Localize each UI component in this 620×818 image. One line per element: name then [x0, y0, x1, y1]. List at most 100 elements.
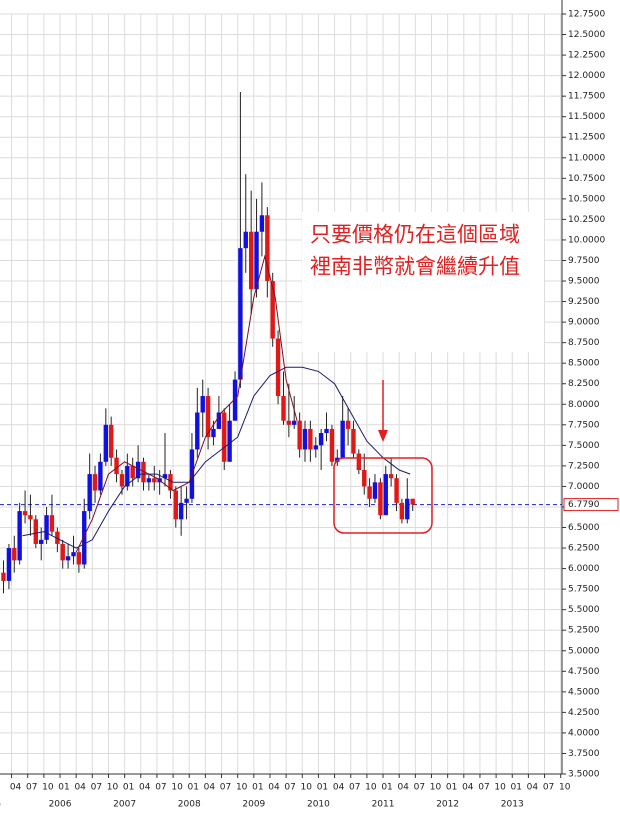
candle-body [28, 515, 33, 520]
candle-body [152, 478, 157, 483]
candle-body [92, 474, 98, 491]
candle-body [324, 428, 329, 434]
candle-body [49, 515, 55, 532]
y-tick-label: 9.0000 [568, 318, 600, 328]
candle-body [103, 424, 109, 462]
y-tick-label: 5.7500 [568, 585, 600, 595]
y-tick-label: 10.7500 [568, 174, 605, 184]
moving-average [75, 254, 298, 553]
candle-body [405, 498, 410, 520]
x-tick-label: 01 [511, 783, 522, 793]
candle-body [345, 420, 351, 429]
candle-body [55, 531, 60, 544]
y-tick-label: 9.2500 [568, 297, 600, 307]
candle-body [281, 396, 286, 421]
x-tick-label: 04 [397, 783, 409, 793]
candle-body [125, 465, 130, 487]
candle-body [372, 482, 378, 499]
x-tick-label: 07 [155, 783, 166, 793]
x-tick-label: 07 [478, 783, 489, 793]
candle-body [216, 412, 222, 429]
y-tick-label: 10.5000 [568, 194, 605, 204]
x-tick-label: 07 [543, 783, 554, 793]
candle-body [98, 461, 103, 491]
candle-body [270, 281, 275, 339]
candle-body [173, 490, 178, 520]
candle-body [313, 445, 318, 450]
candle-body [60, 543, 65, 561]
y-tick-label: 11.7500 [568, 92, 605, 102]
y-tick-label: 7.7500 [568, 420, 600, 430]
candle-body [44, 515, 49, 540]
current-price-box [563, 498, 619, 512]
current-price-label: 6.7790 [568, 500, 600, 510]
y-tick-label: 6.2500 [568, 544, 600, 554]
x-tick-label: 04 [139, 783, 151, 793]
candle-body [318, 433, 324, 446]
candle-body [292, 420, 297, 425]
year-label: 2011 [372, 800, 395, 810]
candle-body [65, 556, 71, 561]
year-label: 2006 [49, 800, 72, 810]
y-tick-label: 4.0000 [568, 728, 600, 738]
y-tick-label: 10.0000 [568, 235, 605, 245]
x-tick-label: 04 [204, 783, 216, 793]
x-tick-label: 10 [494, 783, 506, 793]
x-tick-label: 07 [349, 783, 360, 793]
candle-body [265, 215, 270, 282]
candle-body [383, 474, 388, 516]
candle-body [33, 519, 38, 544]
y-tick-label: 5.0000 [568, 646, 600, 656]
arrow-head [378, 430, 388, 442]
x-tick-label: 10 [559, 783, 571, 793]
candle-body [340, 420, 345, 458]
candle-body [146, 478, 152, 483]
candle-body [12, 548, 17, 561]
candle-body [394, 478, 399, 503]
x-tick-label: 04 [333, 783, 345, 793]
candle-body [130, 465, 135, 479]
x-tick-label: 01 [123, 783, 134, 793]
candle-body [162, 474, 168, 479]
y-tick-label: 7.0000 [568, 482, 600, 492]
x-tick-label: 04 [268, 783, 280, 793]
year-label: 2012 [436, 800, 459, 810]
candle-body [302, 428, 308, 450]
x-tick-label: 10 [430, 783, 442, 793]
candle-body [6, 548, 12, 581]
candle-body [367, 486, 372, 499]
x-tick-label: 01 [188, 783, 199, 793]
y-tick-label: 12.2500 [568, 51, 605, 61]
candle-body [248, 231, 254, 290]
candle-body [108, 424, 114, 458]
y-tick-label: 4.7500 [568, 667, 600, 677]
year-label: 2010 [307, 800, 330, 810]
y-tick-label: 9.5000 [568, 277, 600, 287]
candle-body [238, 248, 243, 380]
x-tick-label: 04 [527, 783, 539, 793]
y-tick-label: 8.2500 [568, 379, 600, 389]
annotation: 裡南非幣就會繼續升值 [310, 256, 520, 279]
candle-body [308, 428, 313, 450]
y-tick-label: 7.2500 [568, 461, 600, 471]
candle-body [168, 474, 173, 491]
y-tick-label: 11.5000 [568, 112, 605, 122]
candle-body [82, 511, 87, 565]
candle-body [114, 457, 119, 475]
candle-body [71, 552, 76, 557]
x-tick-label: 07 [284, 783, 295, 793]
candle-body [200, 396, 205, 413]
x-tick-label: 01 [58, 783, 69, 793]
highlight-box [333, 457, 433, 534]
candle-body [222, 412, 227, 462]
candle-body [275, 338, 281, 397]
candle-body [39, 539, 44, 544]
y-tick-label: 12.7500 [568, 10, 605, 20]
candle-body [232, 379, 238, 421]
year-label: 2013 [501, 800, 524, 810]
x-tick-label: 10 [365, 783, 377, 793]
candle-body [227, 420, 232, 462]
x-tick-label: 07 [414, 783, 425, 793]
